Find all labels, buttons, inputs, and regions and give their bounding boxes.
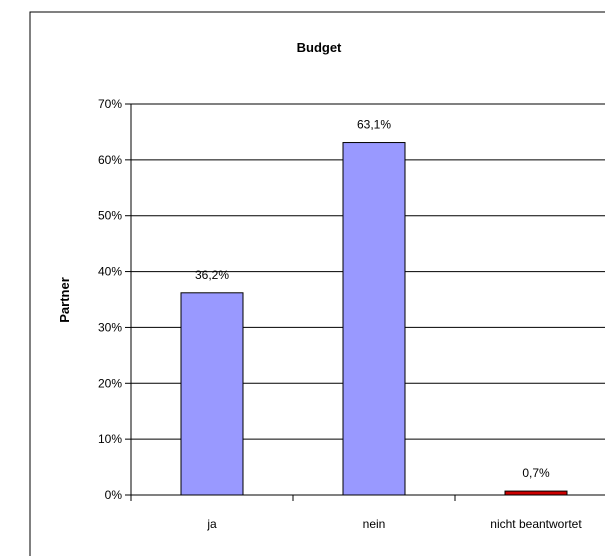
chart-frame <box>30 12 605 556</box>
y-axis-label: Partner <box>57 277 72 323</box>
category-label: nicht beantwortet <box>490 517 582 531</box>
bar-nicht-beantwortet <box>505 491 567 495</box>
category-label: ja <box>206 517 217 531</box>
y-tick-label: 20% <box>98 376 122 390</box>
data-label: 63,1% <box>357 118 391 132</box>
data-label: 36,2% <box>195 268 229 282</box>
y-tick-label: 70% <box>98 97 122 111</box>
y-tick-label: 60% <box>98 153 122 167</box>
y-tick-label: 0% <box>105 488 123 502</box>
bar-ja <box>181 293 243 495</box>
data-label: 0,7% <box>522 466 550 480</box>
y-tick-label: 30% <box>98 320 122 334</box>
bar-nein <box>343 143 405 495</box>
category-label: nein <box>363 517 386 531</box>
y-tick-label: 10% <box>98 432 122 446</box>
y-tick-label: 50% <box>98 209 122 223</box>
y-tick-label: 40% <box>98 265 122 279</box>
chart-title: Budget <box>297 40 342 55</box>
